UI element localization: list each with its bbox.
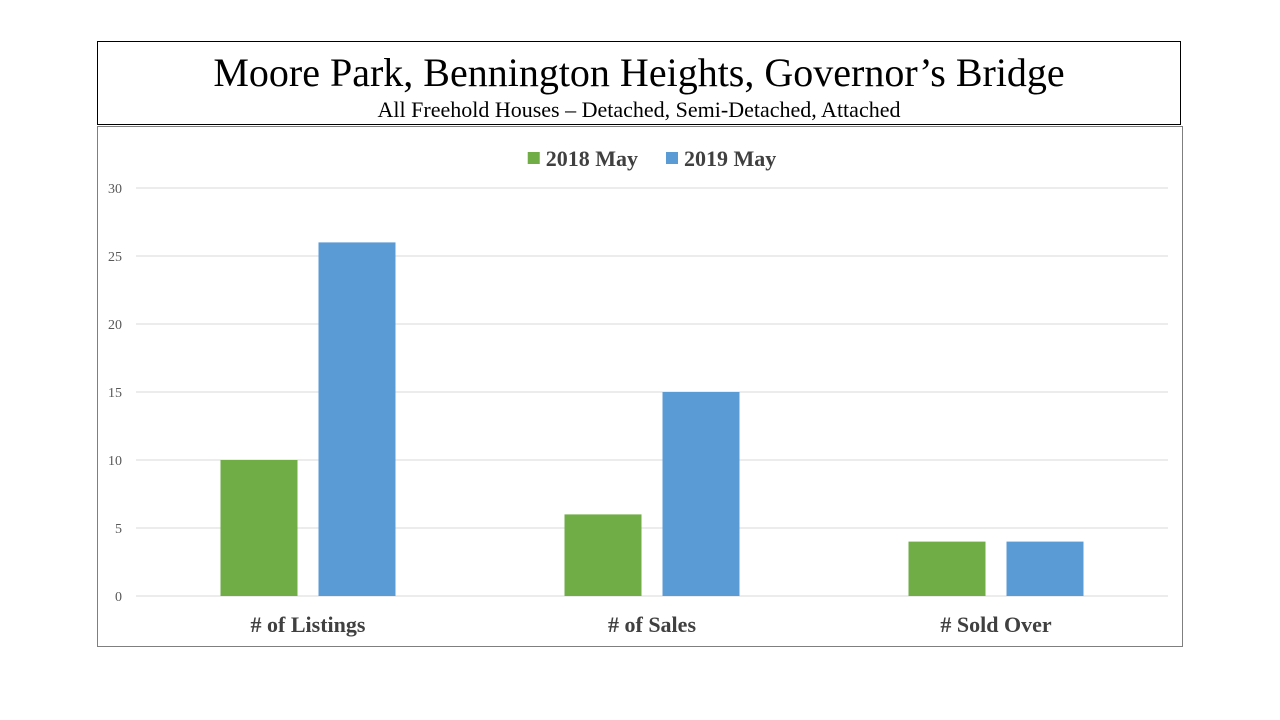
y-tick-label: 25 bbox=[108, 250, 122, 265]
chart-area: 0 5 10 15 20 25 30 # of Listings # of Sales # Sol… bbox=[97, 126, 1183, 647]
legend-label: 2019 May bbox=[684, 146, 776, 171]
y-tick-label: 5 bbox=[115, 522, 122, 537]
x-category-label: # of Listings bbox=[251, 612, 366, 637]
bar bbox=[318, 242, 396, 596]
legend-swatch bbox=[527, 152, 540, 164]
y-tick-label: 20 bbox=[108, 318, 122, 333]
y-tick-label: 0 bbox=[115, 590, 122, 605]
y-tick-label: 10 bbox=[108, 454, 122, 469]
bar bbox=[564, 514, 642, 596]
bar bbox=[220, 460, 298, 596]
x-category-label: # of Sales bbox=[608, 612, 696, 637]
chart-title: Moore Park, Bennington Heights, Governor… bbox=[213, 50, 1065, 95]
bar-chart: 0 5 10 15 20 25 30 # of Listings # of Sales # Sol… bbox=[108, 146, 1168, 637]
legend-swatch bbox=[666, 152, 678, 164]
legend-label: 2018 May bbox=[546, 146, 638, 171]
x-category-label: # Sold Over bbox=[940, 612, 1051, 637]
bar bbox=[662, 392, 740, 596]
y-tick-label: 30 bbox=[108, 182, 122, 197]
title-box: Moore Park, Bennington Heights, Governor… bbox=[97, 41, 1181, 125]
bar bbox=[1006, 541, 1084, 596]
y-tick-label: 15 bbox=[108, 386, 122, 401]
chart-subtitle: All Freehold Houses – Detached, Semi-Det… bbox=[377, 97, 901, 122]
bar bbox=[908, 541, 986, 596]
